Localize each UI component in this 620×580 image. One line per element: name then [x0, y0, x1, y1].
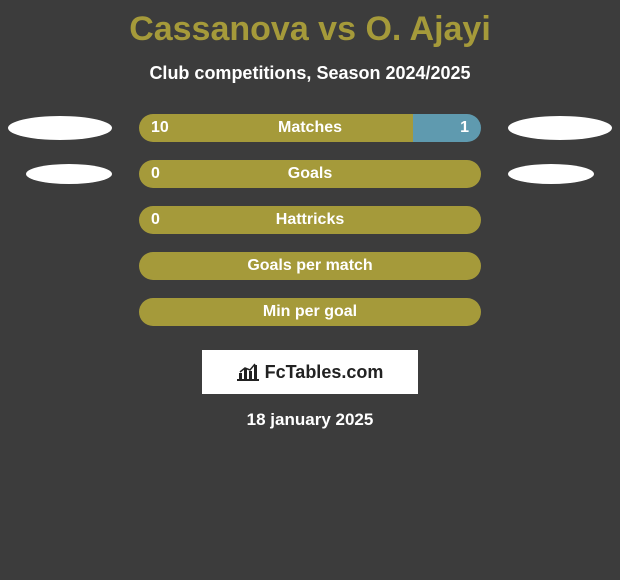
player-right-ellipse	[508, 116, 612, 140]
subtitle: Club competitions, Season 2024/2025	[0, 63, 620, 84]
stat-label: Matches	[278, 119, 342, 137]
stat-label: Goals per match	[247, 257, 372, 275]
comparison-bar: 10 1 Matches	[139, 114, 481, 142]
comparison-bar: 0 Goals	[139, 160, 481, 188]
page-title: Cassanova vs O. Ajayi	[0, 10, 620, 49]
player-left-ellipse	[26, 164, 112, 184]
bar-left-segment	[139, 114, 413, 142]
infographic-container: Cassanova vs O. Ajayi Club competitions,…	[0, 0, 620, 430]
stat-label: Hattricks	[276, 211, 344, 229]
stat-left-value: 0	[151, 165, 160, 183]
stat-left-value: 10	[151, 119, 169, 137]
stat-label: Goals	[288, 165, 332, 183]
stat-row: 0 Goals	[0, 160, 620, 188]
stat-row: Min per goal	[0, 298, 620, 326]
stat-right-value: 1	[460, 119, 469, 137]
brand-box: FcTables.com	[202, 350, 418, 394]
stat-rows: 10 1 Matches 0 Goals 0 Hattricks Goals per matc…	[0, 114, 620, 326]
bar-chart-icon	[237, 363, 259, 381]
bar-right-segment	[413, 114, 481, 142]
stat-row: 10 1 Matches	[0, 114, 620, 142]
stat-left-value: 0	[151, 211, 160, 229]
player-right-ellipse	[508, 164, 594, 184]
stat-label: Min per goal	[263, 303, 357, 321]
stat-row: 0 Hattricks	[0, 206, 620, 234]
date-line: 18 january 2025	[0, 410, 620, 430]
stat-row: Goals per match	[0, 252, 620, 280]
comparison-bar: Min per goal	[139, 298, 481, 326]
comparison-bar: 0 Hattricks	[139, 206, 481, 234]
brand-text: FcTables.com	[265, 362, 384, 383]
player-left-ellipse	[8, 116, 112, 140]
comparison-bar: Goals per match	[139, 252, 481, 280]
